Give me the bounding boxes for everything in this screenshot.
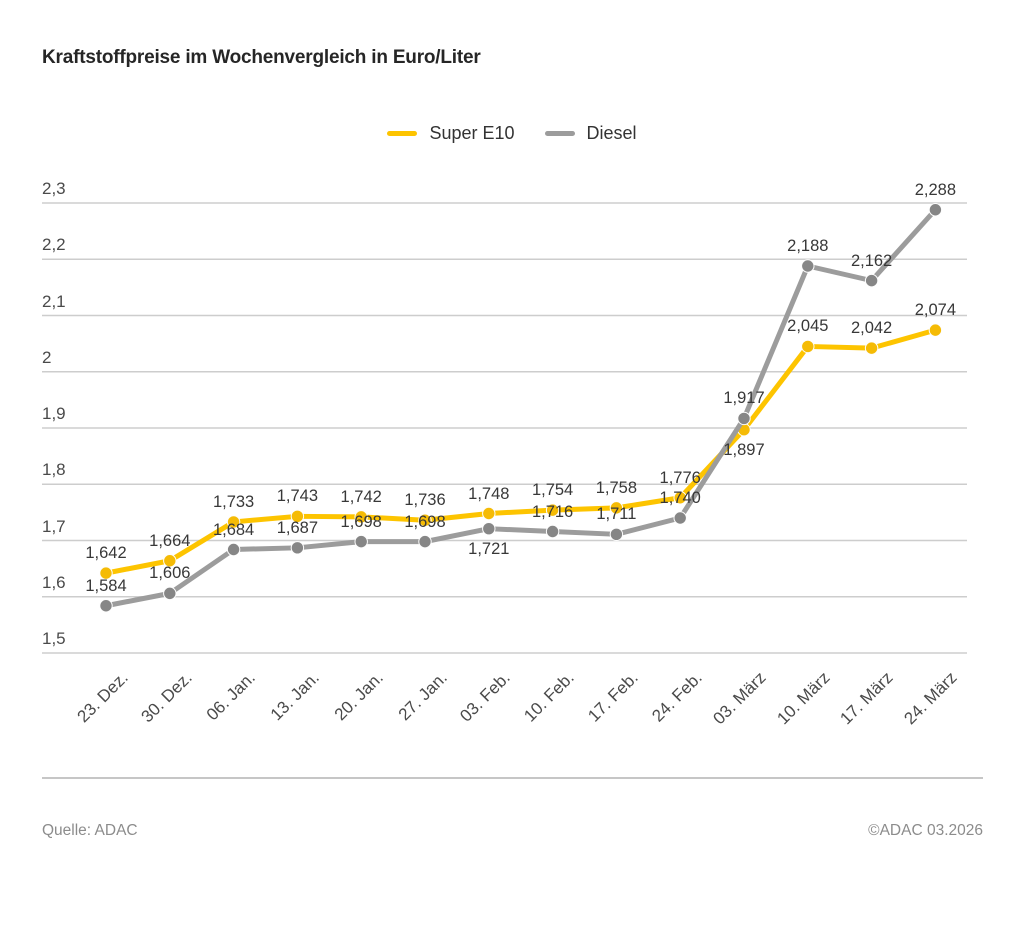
data-point-super-e10 bbox=[801, 339, 815, 354]
value-label-diesel: 1,917 bbox=[723, 389, 765, 408]
data-point-super-e10 bbox=[99, 566, 113, 580]
footer-divider bbox=[42, 777, 983, 779]
data-point-super-e10 bbox=[226, 515, 241, 529]
data-point-diesel bbox=[609, 527, 624, 542]
value-label-super-e10: 2,074 bbox=[914, 301, 957, 320]
value-label-diesel: 2,188 bbox=[787, 237, 829, 255]
data-point-super-e10 bbox=[673, 491, 687, 505]
data-point-diesel bbox=[482, 521, 496, 536]
data-point-diesel bbox=[99, 599, 113, 613]
value-label-super-e10: 1,664 bbox=[149, 531, 191, 550]
legend-swatch-diesel-icon bbox=[544, 131, 575, 136]
data-point-diesel bbox=[673, 511, 687, 525]
legend-label-super-e10: Super E10 bbox=[429, 123, 515, 143]
value-label-super-e10: 2,042 bbox=[850, 319, 893, 338]
value-label-diesel: 2,162 bbox=[850, 251, 893, 270]
data-point-diesel bbox=[418, 534, 432, 549]
data-point-diesel bbox=[226, 542, 241, 557]
data-point-diesel bbox=[290, 541, 305, 555]
y-axis-tick-label: 2,1 bbox=[42, 291, 66, 311]
data-point-super-e10 bbox=[482, 506, 496, 521]
value-label-diesel: 1,698 bbox=[340, 512, 382, 531]
value-label-diesel: 1,711 bbox=[596, 505, 637, 524]
data-point-diesel bbox=[928, 203, 943, 217]
value-label-diesel: 1,698 bbox=[404, 512, 446, 531]
legend-item-diesel: Diesel bbox=[544, 123, 637, 144]
y-axis-tick-label: 1,7 bbox=[42, 516, 66, 536]
value-label-diesel: 1,684 bbox=[212, 520, 255, 539]
series-line-super-e10 bbox=[103, 327, 938, 576]
value-label-diesel: 1,584 bbox=[85, 576, 127, 595]
y-axis-tick-label: 1,5 bbox=[42, 629, 66, 648]
legend-item-super-e10: Super E10 bbox=[387, 123, 515, 144]
series-line-diesel bbox=[103, 207, 938, 609]
value-label-super-e10: 1,742 bbox=[340, 487, 382, 506]
data-point-diesel bbox=[163, 586, 177, 601]
y-axis-tick-label: 2,3 bbox=[42, 179, 66, 198]
data-point-diesel bbox=[864, 273, 879, 288]
value-label-super-e10: 1,736 bbox=[404, 491, 446, 510]
data-point-super-e10 bbox=[354, 510, 368, 524]
data-point-super-e10 bbox=[864, 341, 879, 355]
y-axis-tick-label: 1,8 bbox=[42, 460, 66, 480]
value-label-diesel: 1,687 bbox=[276, 518, 319, 537]
legend-label-diesel: Diesel bbox=[586, 123, 637, 143]
value-label-diesel: 1,716 bbox=[531, 502, 574, 521]
value-label-super-e10: 1,754 bbox=[531, 481, 574, 500]
value-label-super-e10: 1,776 bbox=[659, 468, 701, 487]
chart-title: Kraftstoffpreise im Wochenvergleich in E… bbox=[42, 47, 481, 68]
data-point-super-e10 bbox=[545, 503, 560, 517]
chart-legend: Super E10 Diesel bbox=[0, 123, 1024, 144]
value-label-diesel: 2,288 bbox=[914, 180, 957, 199]
value-label-super-e10: 1,758 bbox=[595, 478, 638, 497]
value-label-super-e10: 1,733 bbox=[212, 492, 255, 511]
value-label-super-e10: 1,642 bbox=[85, 544, 127, 563]
value-label-super-e10: 1,748 bbox=[468, 484, 510, 503]
y-axis-tick-label: 2,2 bbox=[42, 235, 66, 255]
value-label-diesel: 1,721 bbox=[468, 539, 510, 558]
legend-swatch-super-e10-icon bbox=[387, 131, 418, 136]
y-axis-tick-label: 1,6 bbox=[42, 572, 66, 592]
value-label-super-e10: 1,743 bbox=[276, 487, 319, 506]
value-label-super-e10: 1,897 bbox=[723, 440, 765, 459]
line-chart-svg bbox=[42, 202, 967, 654]
data-point-super-e10 bbox=[928, 323, 943, 337]
y-axis-tick-label: 1,9 bbox=[42, 404, 66, 423]
value-label-diesel: 1,740 bbox=[659, 489, 701, 507]
data-point-super-e10 bbox=[163, 554, 177, 568]
data-point-diesel bbox=[545, 524, 560, 539]
data-point-diesel bbox=[354, 534, 368, 549]
value-label-diesel: 1,606 bbox=[149, 564, 191, 583]
footer-source-text: Quelle: ADAC bbox=[42, 822, 138, 839]
data-point-super-e10 bbox=[290, 509, 305, 524]
value-label-super-e10: 2,045 bbox=[787, 317, 829, 336]
data-point-super-e10 bbox=[418, 513, 432, 527]
data-point-diesel bbox=[801, 259, 815, 273]
y-axis-tick-label: 2 bbox=[42, 347, 52, 367]
data-point-diesel bbox=[737, 411, 751, 426]
footer-copyright-text: ©ADAC 03.2026 bbox=[868, 822, 983, 839]
data-point-super-e10 bbox=[609, 501, 624, 515]
